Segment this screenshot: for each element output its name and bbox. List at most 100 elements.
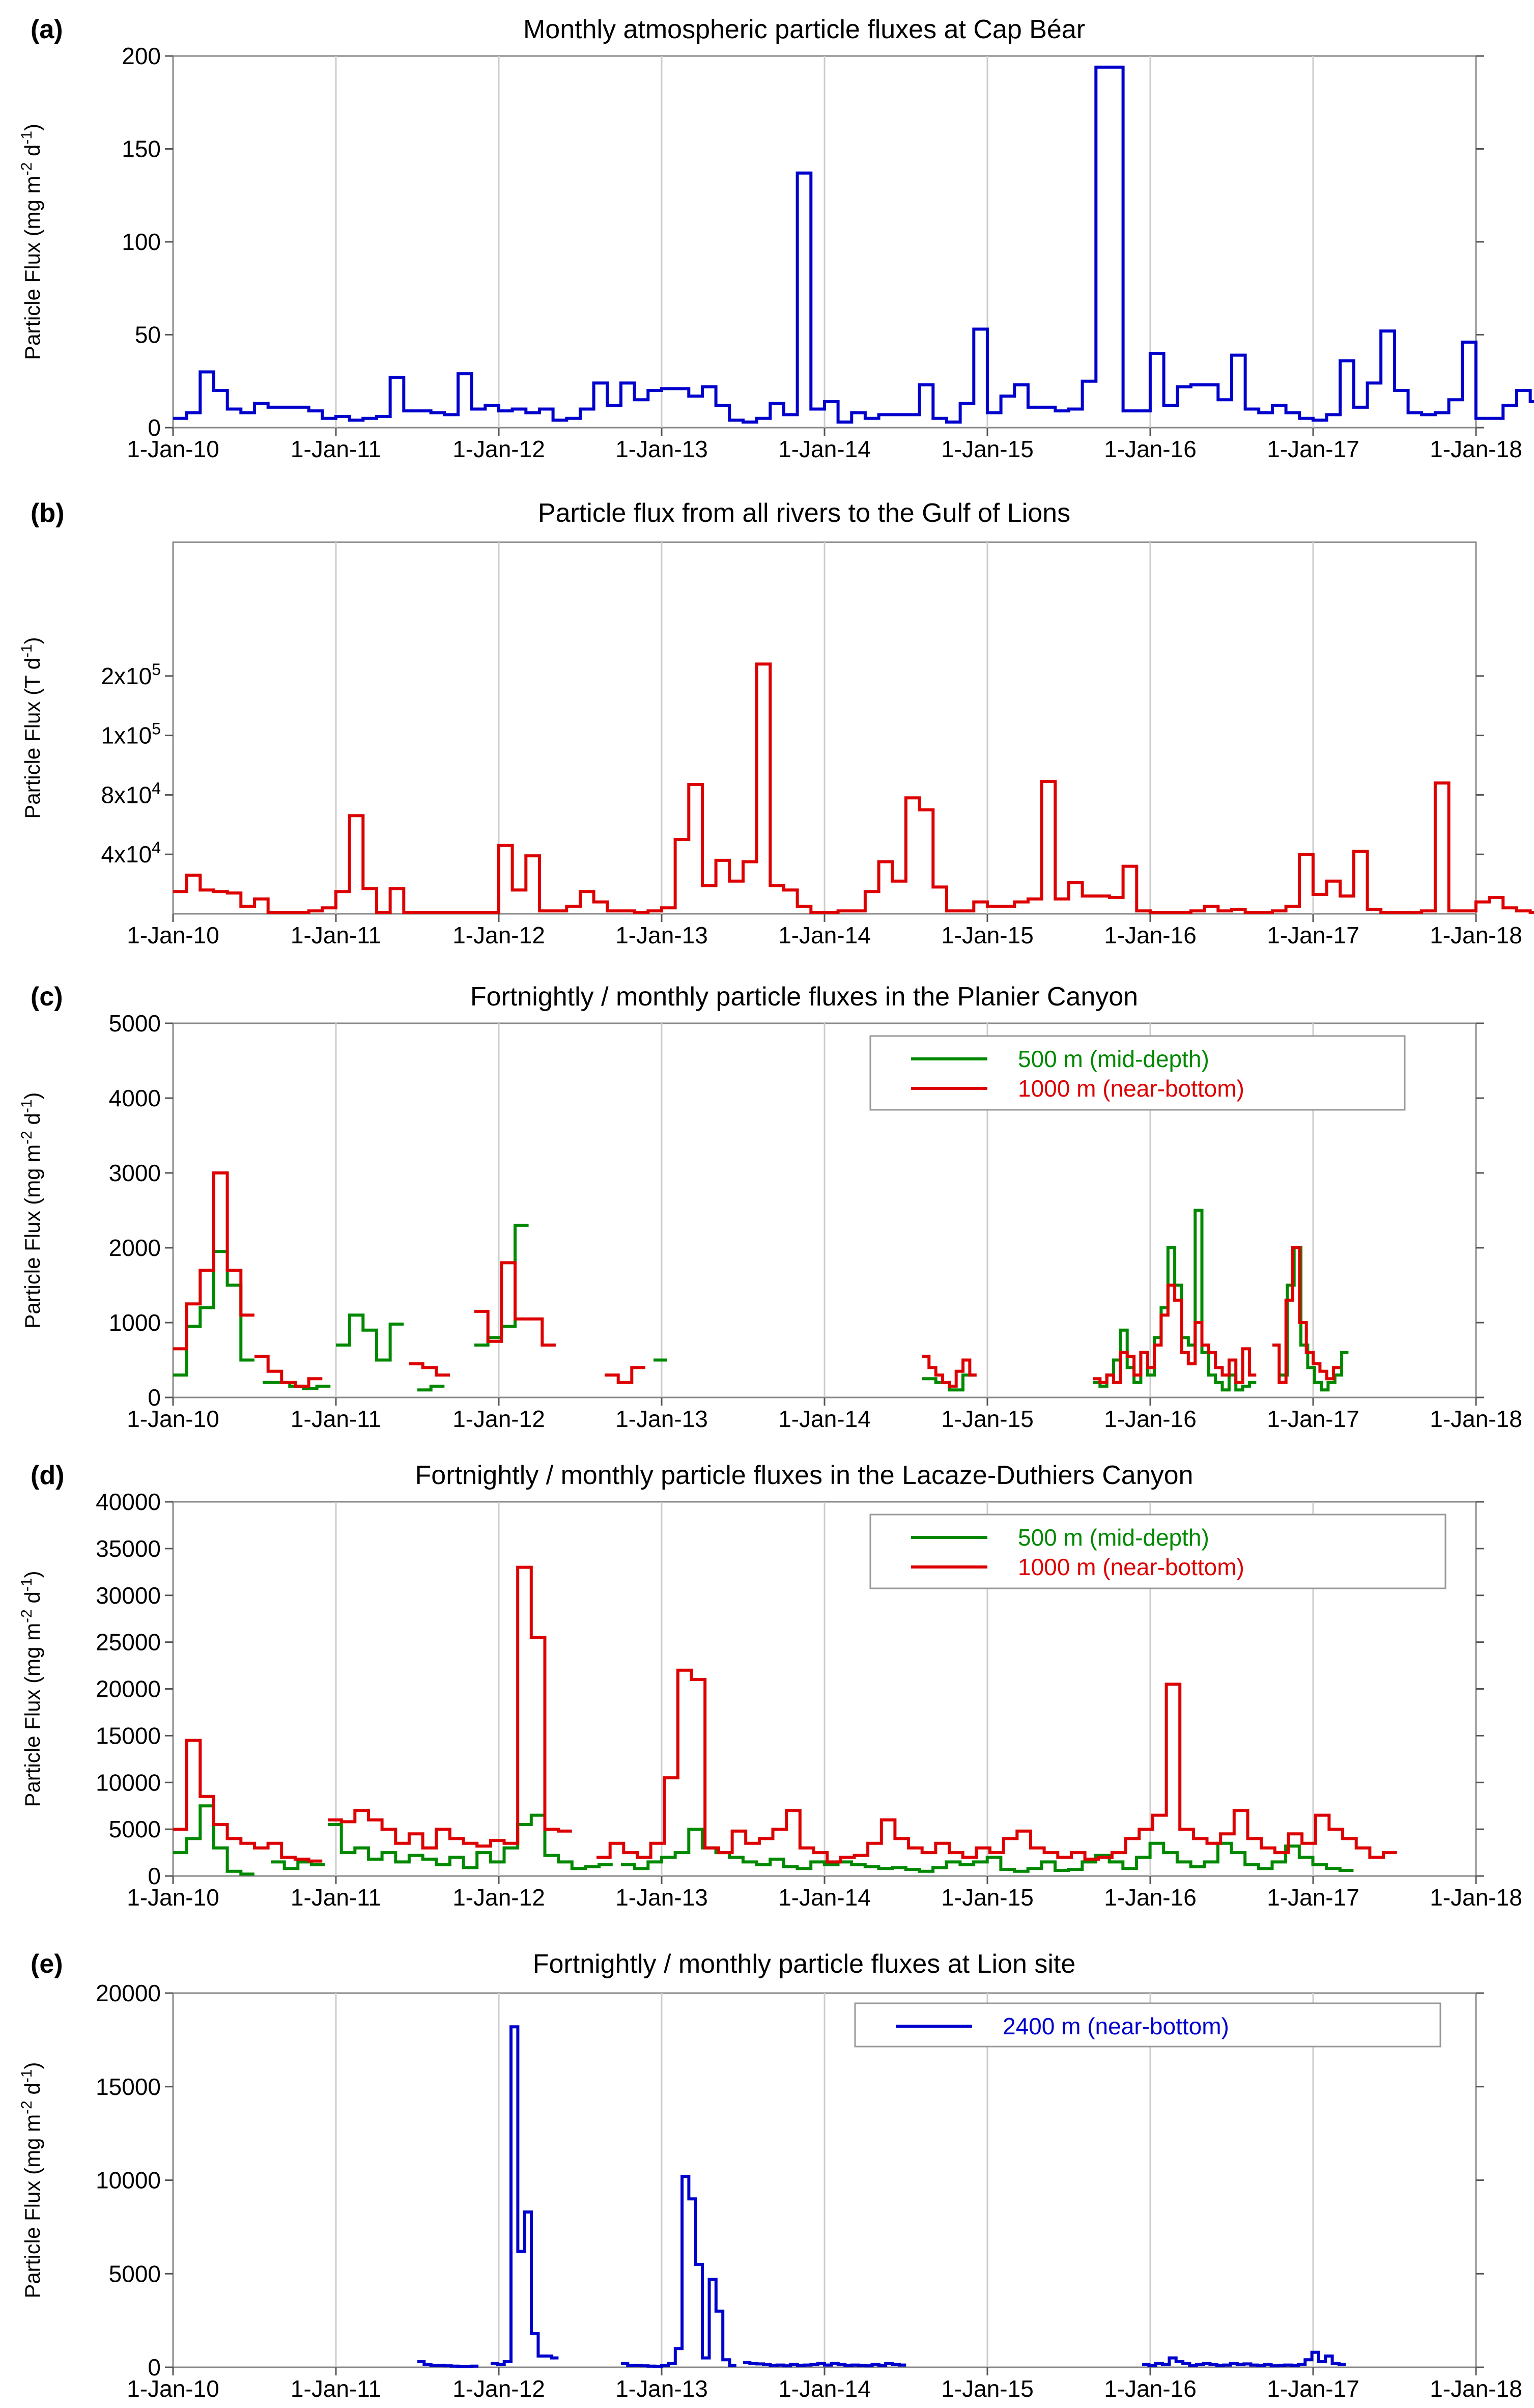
x-tick-label: 1-Jan-11 [291,1406,381,1432]
legend-box [869,1514,1446,1589]
y-axis-title: Particle Flux (mg m-2 d-1) [18,1571,45,1807]
x-tick-label: 1-Jan-17 [1267,1884,1359,1911]
panel-label: (e) [31,1949,63,1979]
x-tick-label: 1-Jan-12 [452,922,545,948]
x-tick-label: 1-Jan-13 [615,436,708,462]
series-line-1-seg-4 [743,2361,906,2368]
x-tick-label: 1-Jan-12 [452,436,545,462]
x-tick-label: 1-Jan-17 [1267,2375,1359,2402]
x-tick-label: 1-Jan-12 [452,1406,545,1432]
series-line-1-seg-5 [1142,2350,1346,2368]
x-tick-label: 1-Jan-10 [127,922,219,948]
y-tick-label: 200 [122,43,161,69]
y-tick-label: 4x104 [101,838,161,867]
x-tick-label: 1-Jan-17 [1267,922,1359,948]
x-tick-label: 1-Jan-17 [1267,1406,1359,1432]
y-tick-label: 35000 [96,1535,161,1562]
series-line-2-seg-2 [254,1355,323,1388]
x-tick-label: 1-Jan-13 [615,922,708,948]
y-tick-label: 150 [122,136,161,162]
legend-label: 500 m (mid-depth) [1018,1046,1209,1072]
series-line-1-seg-3 [328,1813,613,1870]
x-tick-label: 1-Jan-18 [1430,922,1522,948]
series-line-1-seg-4 [621,1828,1354,1873]
panel-d: (d) Fortnightly / monthly particle fluxe… [31,1461,1193,1490]
y-tick-label: 10000 [96,2167,161,2194]
series-line-2-seg-3 [596,1668,1397,1864]
x-tick-label: 1-Jan-18 [1430,436,1522,462]
x-tick-label: 1-Jan-14 [778,2375,871,2402]
panel-b: (b) Particle flux from all rivers to the… [31,498,1070,528]
x-tick-label: 1-Jan-15 [941,1406,1034,1432]
x-tick-label: 1-Jan-15 [941,922,1034,948]
series-line-1-seg-1 [417,2360,479,2368]
x-tick-label: 1-Jan-15 [941,436,1034,462]
series-line-2-seg-4 [474,1261,556,1347]
y-tick-label: 20000 [96,1980,161,2006]
series-line-2-seg-2 [328,1565,572,1850]
series-line-1-seg-2 [491,2025,559,2366]
legend-label: 1000 m (near-bottom) [1018,1075,1244,1102]
x-tick-label: 1-Jan-18 [1430,1406,1522,1432]
x-tick-label: 1-Jan-10 [127,1884,219,1911]
x-tick-label: 1-Jan-14 [778,436,871,462]
panel-a: (a) Monthly atmospheric particle fluxes … [31,15,1085,44]
x-tick-label: 1-Jan-16 [1104,1884,1197,1911]
y-tick-label: 50 [135,322,161,348]
x-tick-label: 1-Jan-14 [778,922,871,948]
y-axis-title: Particle Flux (mg m-2 d-1) [18,124,45,360]
x-tick-label: 1-Jan-18 [1430,1884,1522,1911]
y-tick-label: 0 [148,1863,161,1889]
series-line-1-seg-3 [621,2175,736,2368]
panel-label: (d) [31,1461,64,1490]
plot-e: 1-Jan-10 1-Jan-11 1-Jan-12 1-Jan-13 1-Jan-14… [18,1980,1522,2402]
panel-title: Particle flux from all rivers to the Gul… [538,498,1070,528]
series-line-1-seg-1 [173,1804,254,1876]
x-tick-label: 1-Jan-13 [615,1406,708,1432]
series-line-2-seg-1 [173,1739,323,1863]
series-line-1-seg-4 [417,1384,445,1392]
y-tick-label: 15000 [96,1722,161,1749]
series-line-2-seg-8 [1272,1246,1341,1384]
series-line-2-seg-5 [605,1366,645,1384]
panel-e: (e) Fortnightly / monthly particle fluxe… [31,1949,1075,1979]
x-tick-label: 1-Jan-11 [291,1884,381,1911]
panel-title: Monthly atmospheric particle fluxes at C… [523,15,1085,44]
series-line-2-seg-6 [922,1355,977,1388]
y-tick-label: 100 [122,229,161,255]
x-tick-label: 1-Jan-14 [778,1884,871,1911]
y-tick-label: 4000 [109,1085,161,1111]
y-axis-title: Particle Flux (mg m-2 d-1) [18,2062,45,2298]
x-tick-label: 1-Jan-13 [615,1884,708,1911]
x-tick-label: 1-Jan-11 [291,2375,381,2402]
panel-title: Fortnightly / monthly particle fluxes at… [533,1949,1075,1979]
panel-title: Fortnightly / monthly particle fluxes in… [470,982,1138,1012]
x-tick-label: 1-Jan-10 [127,1406,219,1432]
y-tick-label: 30000 [96,1582,161,1609]
x-tick-label: 1-Jan-15 [941,1884,1034,1911]
x-tick-label: 1-Jan-11 [291,436,381,462]
y-tick-label: 0 [148,2354,161,2381]
series-line-1-seg-8 [1093,1209,1257,1392]
y-tick-label: 1000 [109,1309,161,1336]
x-tick-label: 1-Jan-12 [452,1884,545,1911]
x-tick-label: 1-Jan-16 [1104,2375,1197,2402]
x-tick-label: 1-Jan-17 [1267,436,1359,462]
y-tick-label: 5000 [109,1010,161,1037]
legend-label: 2400 m (near-bottom) [1003,2013,1229,2039]
legend-label: 1000 m (near-bottom) [1018,1554,1244,1580]
y-tick-label: 3000 [109,1160,161,1186]
plot-c: 1-Jan-10 1-Jan-11 1-Jan-12 1-Jan-13 1-Jan-14… [18,1010,1522,1432]
y-axis-title: Particle Flux (T d-1) [18,637,45,819]
y-tick-label: 0 [148,414,161,441]
y-tick-label: 2000 [109,1235,161,1261]
panel-label: (c) [31,982,63,1012]
plot-d: 1-Jan-10 1-Jan-11 1-Jan-12 1-Jan-13 1-Jan-14… [18,1489,1522,1911]
x-tick-label: 1-Jan-18 [1430,2375,1522,2402]
legend-label: 500 m (mid-depth) [1018,1524,1209,1551]
y-tick-label: 20000 [96,1676,161,1702]
x-tick-label: 1-Jan-10 [127,2375,219,2402]
y-tick-label: 1x105 [101,720,161,749]
y-tick-label: 10000 [96,1769,161,1796]
